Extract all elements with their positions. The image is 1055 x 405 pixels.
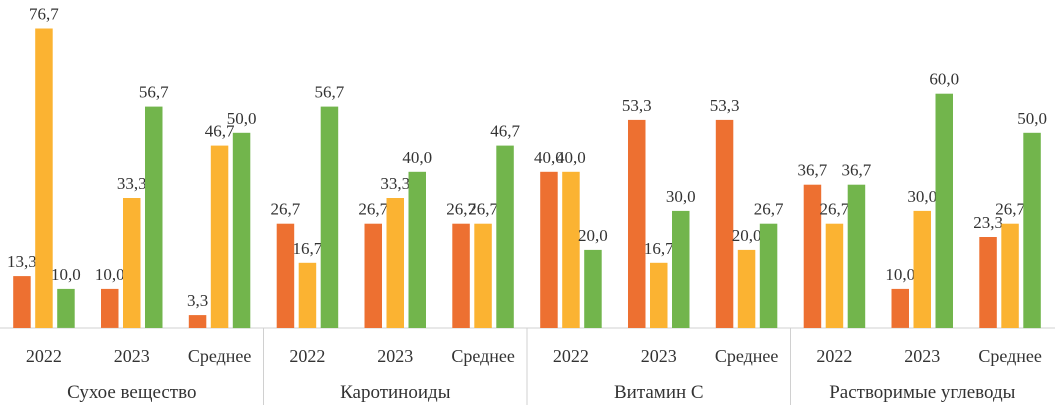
bar — [1023, 132, 1041, 329]
bar — [408, 171, 426, 328]
data-label: 50,0 — [227, 109, 257, 128]
bar — [452, 223, 470, 328]
bar — [628, 119, 646, 329]
category-tick-label: 2022 — [289, 346, 325, 366]
bar — [123, 198, 141, 328]
bar — [672, 210, 690, 328]
data-label: 26,7 — [468, 200, 498, 219]
bar — [584, 249, 602, 328]
data-label: 56,7 — [315, 83, 345, 102]
bar — [1001, 223, 1019, 328]
bar — [825, 223, 844, 328]
data-label: 56,7 — [139, 83, 169, 102]
bar — [232, 132, 251, 329]
data-label: 3,3 — [187, 291, 208, 310]
data-label: 20,0 — [732, 226, 762, 245]
bar — [913, 210, 931, 328]
category-tick-label: Среднее — [188, 346, 252, 366]
bar — [737, 249, 756, 328]
data-label: 10,0 — [51, 265, 81, 284]
category-tick-label: 2023 — [377, 346, 413, 366]
data-label: 40,0 — [556, 148, 586, 167]
data-label: 13,3 — [7, 252, 37, 271]
data-label: 60,0 — [929, 70, 959, 89]
group-label: Витамин С — [614, 382, 704, 403]
data-label: 26,7 — [446, 200, 476, 219]
data-label: 26,7 — [820, 200, 850, 219]
category-tick-label: Среднее — [715, 346, 779, 366]
data-label: 16,7 — [293, 239, 323, 258]
data-label: 33,3 — [380, 174, 410, 193]
bar — [562, 171, 580, 328]
data-label: 10,0 — [885, 265, 915, 284]
bar — [276, 223, 295, 328]
bar — [847, 184, 866, 328]
group-label: Сухое вещество — [67, 382, 196, 403]
data-label: 46,7 — [490, 122, 520, 141]
bar — [13, 276, 31, 328]
bar — [759, 223, 778, 328]
bar — [210, 145, 229, 328]
data-label: 26,7 — [358, 200, 388, 219]
bar — [540, 171, 558, 328]
data-label: 53,3 — [710, 96, 740, 115]
bar — [101, 288, 119, 328]
bar — [298, 262, 317, 328]
bar — [364, 223, 382, 328]
bar — [650, 262, 668, 328]
bar — [145, 106, 163, 328]
data-label: 16,7 — [644, 239, 674, 258]
bar — [386, 198, 404, 328]
bar — [188, 315, 207, 328]
bar — [715, 119, 734, 329]
data-label: 26,7 — [271, 200, 301, 219]
bar — [35, 28, 53, 328]
category-tick-label: 2022 — [816, 346, 852, 366]
group-label: Каротиноиды — [340, 382, 451, 403]
data-label: 20,0 — [578, 226, 608, 245]
data-label: 26,7 — [995, 200, 1025, 219]
data-label: 36,7 — [798, 161, 828, 180]
data-label: 33,3 — [117, 174, 147, 193]
bar — [57, 288, 75, 328]
category-tick-label: Среднее — [978, 346, 1042, 366]
data-label: 30,0 — [666, 187, 696, 206]
data-label: 40,0 — [402, 148, 432, 167]
data-label: 23,3 — [973, 213, 1003, 232]
data-label: 50,0 — [1017, 109, 1047, 128]
bar — [935, 93, 953, 328]
bar — [891, 288, 909, 328]
data-label: 26,7 — [754, 200, 784, 219]
category-tick-label: 2022 — [26, 346, 62, 366]
bar — [496, 145, 514, 328]
data-label: 36,7 — [842, 161, 872, 180]
data-label: 10,0 — [95, 265, 125, 284]
data-label: 30,0 — [907, 187, 937, 206]
data-label: 46,7 — [205, 122, 235, 141]
category-tick-label: Среднее — [451, 346, 515, 366]
bar — [320, 106, 339, 328]
data-label: 53,3 — [622, 96, 652, 115]
category-tick-label: 2022 — [553, 346, 589, 366]
bar — [979, 237, 997, 328]
group-label: Растворимые углеводы — [829, 382, 1015, 403]
category-tick-label: 2023 — [904, 346, 940, 366]
data-label: 40,0 — [534, 148, 564, 167]
bar — [474, 223, 492, 328]
category-tick-label: 2023 — [641, 346, 677, 366]
bar — [803, 184, 822, 328]
category-tick-label: 2023 — [114, 346, 150, 366]
data-label: 76,7 — [29, 5, 59, 24]
